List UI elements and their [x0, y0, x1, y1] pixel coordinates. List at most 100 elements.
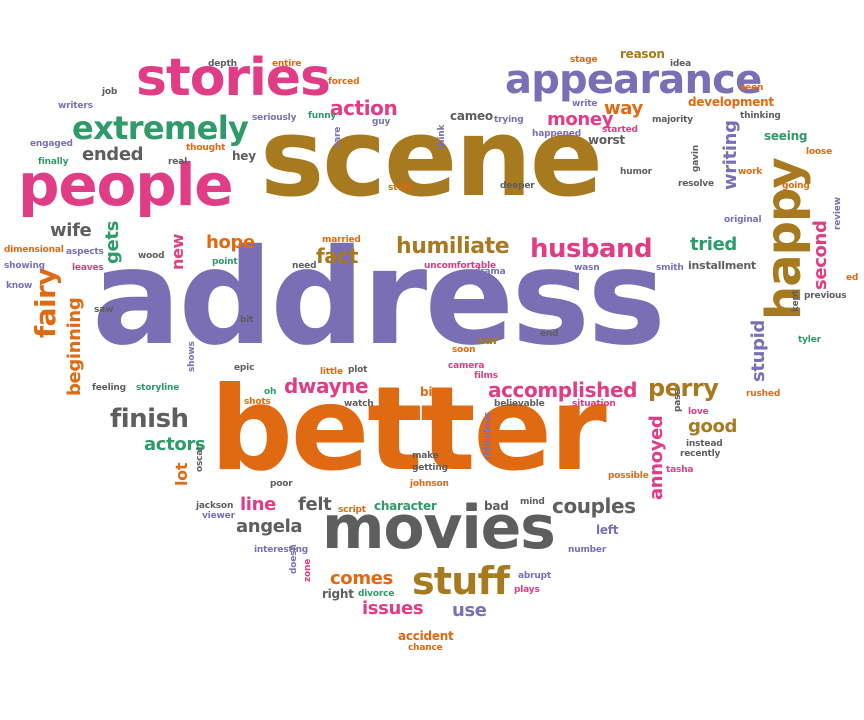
cloud-word: johnson — [410, 479, 449, 489]
cloud-word: big — [420, 385, 441, 399]
cloud-word: plays — [514, 585, 540, 595]
cloud-word: kept — [791, 290, 801, 312]
cloud-word: perry — [648, 374, 719, 402]
cloud-word: stories — [136, 48, 331, 108]
cloud-word: going — [782, 181, 810, 191]
cloud-word: mind — [520, 497, 545, 507]
cloud-word: worst — [588, 133, 625, 147]
cloud-word: humor — [620, 167, 652, 177]
cloud-word: entire — [272, 59, 302, 69]
cloud-word: hey — [232, 149, 256, 163]
cloud-word: bit — [240, 315, 254, 325]
cloud-word: actors — [144, 434, 206, 455]
cloud-word: shots — [244, 397, 271, 407]
cloud-word: shows — [187, 341, 197, 372]
cloud-word: ridiculous — [483, 411, 493, 460]
cloud-word: accident — [398, 629, 454, 643]
cloud-word: saw — [94, 305, 114, 315]
cloud-word: appearance — [505, 57, 762, 103]
cloud-word: poor — [270, 479, 293, 489]
cloud-word: jackson — [196, 501, 234, 511]
cloud-word: people — [18, 151, 234, 219]
cloud-word: thinking — [740, 111, 781, 121]
cloud-word: plot — [348, 365, 368, 375]
cloud-word: seen — [740, 83, 764, 93]
cloud-word: possible — [608, 471, 649, 481]
cloud-word: felt — [298, 494, 332, 515]
cloud-word: make — [412, 451, 439, 461]
cloud-word: script — [338, 505, 366, 515]
cloud-word: smith — [656, 263, 684, 273]
cloud-word: work — [738, 167, 763, 177]
cloud-word: wife — [50, 220, 92, 241]
cloud-word: doesn — [289, 544, 299, 574]
cloud-word: pass — [673, 389, 683, 412]
cloud-word: feeling — [92, 383, 126, 393]
cloud-word: wood — [138, 251, 165, 261]
cloud-word: husband — [530, 234, 653, 264]
cloud-word: line — [240, 494, 276, 515]
cloud-word: movies — [322, 493, 556, 563]
cloud-word: chance — [408, 643, 443, 653]
cloud-word: character — [374, 499, 437, 513]
cloud-word: action — [330, 96, 398, 120]
cloud-word: use — [452, 600, 487, 621]
cloud-word: guy — [372, 117, 391, 127]
cloud-word: previous — [804, 291, 847, 301]
cloud-word: accomplished — [488, 378, 638, 402]
cloud-word: stuff — [412, 559, 510, 603]
cloud-word: couples — [552, 494, 636, 518]
cloud-word: idea — [670, 59, 691, 69]
cloud-word: way — [604, 98, 643, 119]
cloud-word: finally — [38, 157, 69, 167]
cloud-word: showing — [4, 261, 45, 271]
cloud-word: rushed — [746, 389, 781, 399]
cloud-word: zone — [303, 558, 313, 582]
cloud-word: divorce — [358, 589, 395, 599]
cloud-word: scene — [260, 96, 603, 221]
cloud-word: seriously — [252, 113, 297, 123]
cloud-word: tasha — [666, 465, 694, 475]
cloud-word: point — [212, 257, 238, 267]
cloud-word: gets — [102, 221, 123, 264]
cloud-word: forced — [328, 77, 360, 87]
cloud-word: money — [547, 109, 614, 130]
cloud-word: extremely — [72, 109, 249, 147]
cloud-word: situation — [572, 399, 616, 409]
cloud-word: address — [92, 221, 666, 375]
cloud-word: beginning — [64, 297, 85, 396]
cloud-word: need — [292, 261, 317, 271]
cloud-word: angela — [236, 516, 303, 537]
cloud-word: resolve — [678, 179, 714, 189]
cloud-word: little — [320, 367, 343, 377]
cloud-word: thought — [186, 143, 226, 153]
cloud-word: happened — [532, 129, 581, 139]
cloud-word: comes — [330, 568, 393, 589]
cloud-word: car — [478, 333, 499, 347]
cloud-word: depth — [208, 59, 237, 69]
cloud-word: humiliate — [396, 234, 510, 259]
cloud-word: films — [474, 371, 498, 381]
cloud-word: left — [596, 523, 619, 537]
cloud-word: camera — [448, 361, 485, 371]
cloud-word: engaged — [30, 139, 73, 149]
cloud-word: trying — [494, 115, 524, 125]
cloud-word: second — [810, 220, 831, 291]
cloud-word: tried — [690, 234, 737, 255]
cloud-word: loose — [806, 147, 833, 157]
cloud-word: new — [168, 233, 187, 270]
cloud-word: dwayne — [284, 374, 369, 398]
cloud-word: end — [540, 329, 559, 339]
cloud-word: oscar — [195, 445, 205, 473]
cloud-word: leaves — [72, 263, 104, 273]
cloud-word: original — [724, 215, 762, 225]
cloud-word: issues — [362, 598, 424, 619]
cloud-word: hope — [206, 232, 255, 253]
cloud-word: writing — [720, 120, 741, 190]
cloud-word: think — [437, 124, 447, 150]
cloud-word: know — [6, 281, 33, 291]
cloud-word: reason — [620, 47, 665, 61]
cloud-word: started — [602, 125, 638, 135]
cloud-word: love — [688, 407, 709, 417]
